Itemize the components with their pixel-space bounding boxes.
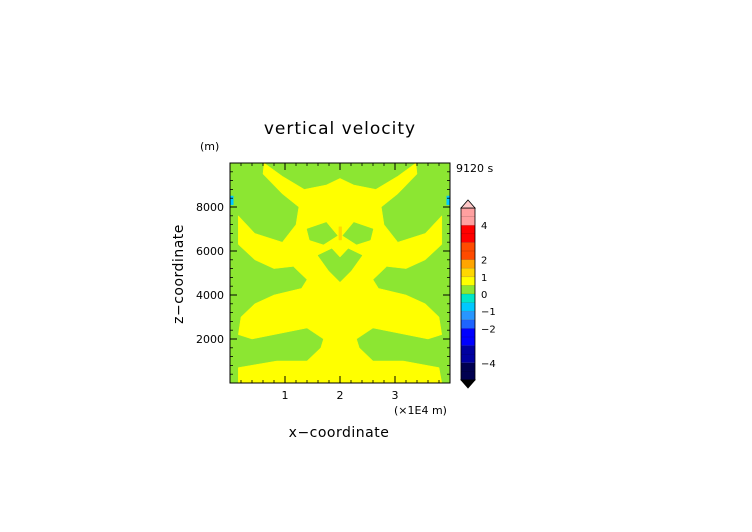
colorbar-tick-label: 4 — [481, 221, 487, 232]
field-region-5 — [317, 248, 363, 283]
y-tick-label: 4000 — [196, 289, 224, 302]
x-axis-label: x−coordinate — [289, 425, 390, 441]
y-tick-label: 8000 — [196, 201, 224, 214]
colorbar-level-7 — [461, 285, 475, 294]
x-tick-label: 3 — [392, 389, 399, 402]
colorbar-tick-label: 1 — [481, 273, 487, 284]
field-region-1 — [276, 339, 316, 361]
colorbar-under-triangle — [460, 379, 476, 389]
x-tick-label: 1 — [282, 389, 289, 402]
colorbar-level-4 — [461, 311, 475, 320]
y-tick-label: 6000 — [196, 245, 224, 258]
field-region-6 — [338, 226, 342, 241]
colorbar-tick-label: −2 — [481, 324, 496, 335]
colorbar-tick-label: 2 — [481, 256, 487, 267]
colorbar-level-5 — [461, 302, 475, 312]
colorbar-level-8 — [461, 276, 475, 286]
field-region-2 — [364, 339, 404, 361]
colorbar-level-10 — [461, 259, 475, 269]
axes: 1 2 3 2000 4000 6000 8000 — [196, 162, 451, 402]
y-axis-label: z−coordinate — [171, 224, 187, 324]
colorbar-tick-label: −4 — [481, 359, 496, 370]
colorbar-level-3 — [461, 319, 475, 329]
field-region-3 — [306, 222, 338, 245]
chart-title: vertical velocity — [264, 119, 416, 139]
colorbar-level-6 — [461, 294, 475, 303]
colorbar-level-1 — [461, 345, 475, 363]
colorbar-over-triangle — [460, 199, 476, 209]
y-tick-label: 2000 — [196, 333, 224, 346]
colorbar-level-13 — [461, 208, 475, 226]
field-layer — [230, 163, 450, 383]
colorbar: 4 2 1 0 −1 −2 −4 — [460, 199, 496, 389]
x-multiplier-label: (×1E4 m) — [394, 404, 447, 417]
colorbar-level-12 — [461, 225, 475, 243]
field-region-4 — [342, 222, 374, 245]
colorbar-level-2 — [461, 328, 475, 346]
time-label: 9120 s — [456, 162, 493, 175]
y-unit-label: (m) — [200, 140, 219, 153]
plot-area — [230, 163, 450, 383]
colorbar-level-11 — [461, 242, 475, 260]
colorbar-level-0 — [461, 362, 475, 380]
x-tick-label: 2 — [337, 389, 344, 402]
colorbar-tick-label: 0 — [481, 290, 487, 301]
colorbar-tick-label: −1 — [481, 307, 496, 318]
colorbar-level-9 — [461, 268, 475, 277]
